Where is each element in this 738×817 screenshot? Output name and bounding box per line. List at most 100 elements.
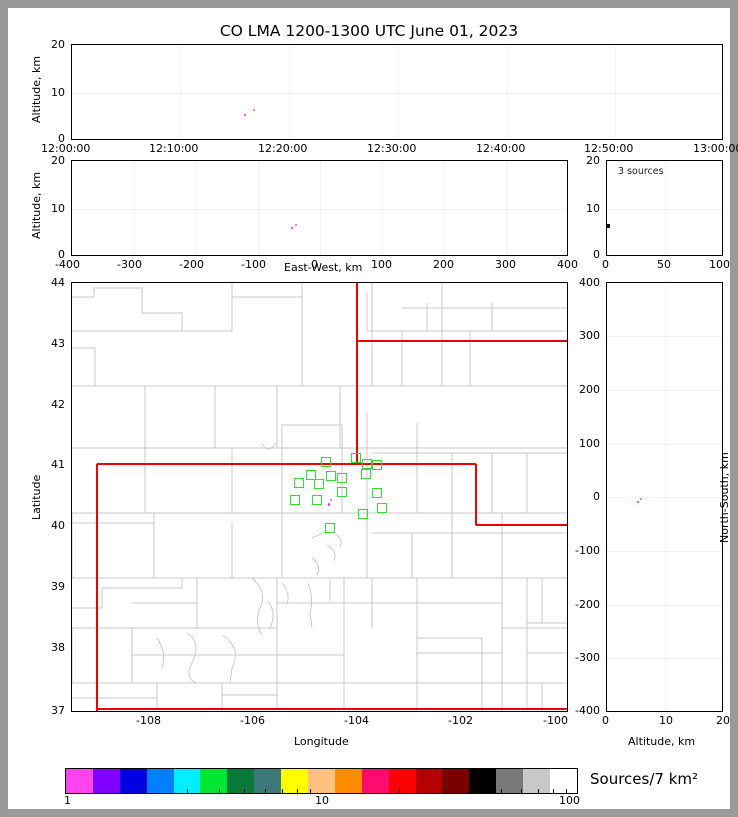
- source-point: [637, 501, 639, 503]
- xtick-altitude: 10: [659, 714, 673, 727]
- ytick-latitude: 44: [51, 276, 65, 289]
- ytick-latitude: 39: [51, 580, 65, 593]
- ytick-latitude: 37: [51, 704, 65, 717]
- colorbar-segment-1: [92, 769, 120, 793]
- ytick-latitude: 41: [51, 458, 65, 471]
- colorbar-segment-4: [173, 769, 201, 793]
- colorbar-minor-tick: [281, 789, 283, 794]
- ytick-northsouth: 400: [579, 276, 600, 289]
- xtick-histogram: 0: [602, 258, 609, 271]
- density-cell: [377, 503, 387, 513]
- ytick-time-altitude: 10: [51, 86, 65, 99]
- colorbar-segment-7: [254, 769, 282, 793]
- source-point: [640, 498, 642, 500]
- colorbar-minor-tick: [538, 789, 540, 794]
- density-cell: [314, 479, 324, 489]
- density-cell: [351, 453, 361, 463]
- colorbar-segment-12: [388, 769, 416, 793]
- ytick-northsouth: 300: [579, 329, 600, 342]
- xtick-time: 12:00:00: [41, 142, 91, 155]
- xtick-eastwest: 0: [311, 258, 318, 271]
- source-point: [330, 499, 332, 501]
- ylabel-time-altitude: Altitude, km: [30, 55, 43, 123]
- xtick-time: 12:10:00: [149, 142, 199, 155]
- colorbar[interactable]: [65, 768, 578, 794]
- colorbar-tick-mid: 10: [315, 794, 329, 807]
- xtick-eastwest: -100: [241, 258, 266, 271]
- ytick-northsouth: 200: [579, 383, 600, 396]
- colorbar-segment-18: [550, 769, 577, 793]
- colorbar-minor-tick: [264, 789, 266, 794]
- density-cell: [358, 509, 368, 519]
- xtick-longitude: -104: [344, 714, 369, 727]
- colorbar-minor-tick: [142, 789, 144, 794]
- colorbar-minor-tick: [244, 789, 246, 794]
- density-cell: [325, 523, 335, 533]
- xtick-eastwest: 400: [557, 258, 578, 271]
- ytick-eastwest-altitude: 20: [51, 154, 65, 167]
- colorbar-minor-tick: [398, 789, 400, 794]
- xtick-histogram: 50: [657, 258, 671, 271]
- colorbar-tick-max: 100: [559, 794, 580, 807]
- ytick-latitude: 40: [51, 519, 65, 532]
- ytick-eastwest-altitude: 0: [58, 248, 65, 261]
- density-cell: [294, 478, 304, 488]
- density-cell: [290, 495, 300, 505]
- panel-eastwest-altitude[interactable]: [71, 160, 568, 256]
- state-borders: [96, 283, 567, 711]
- ytick-northsouth: -100: [575, 544, 600, 557]
- page-title: CO LMA 1200-1300 UTC June 01, 2023: [219, 22, 519, 40]
- colorbar-minor-tick: [521, 789, 523, 794]
- colorbar-segment-8: [281, 769, 309, 793]
- colorbar-minor-tick: [187, 789, 189, 794]
- ylabel-latitude: Latitude: [30, 474, 43, 520]
- density-cell: [321, 457, 331, 467]
- colorbar-segment-0: [66, 769, 93, 793]
- xtick-eastwest: -400: [55, 258, 80, 271]
- ytick-eastwest-altitude: 10: [51, 202, 65, 215]
- xtick-altitude: 20: [716, 714, 730, 727]
- panel-altitude-northsouth[interactable]: [606, 282, 723, 712]
- density-cell: [306, 470, 316, 480]
- panel-time-altitude[interactable]: [71, 44, 723, 140]
- colorbar-minor-tick: [219, 789, 221, 794]
- ytick-northsouth: -300: [575, 651, 600, 664]
- ytick-histogram: 0: [593, 248, 600, 261]
- ytick-histogram: 20: [586, 154, 600, 167]
- source-point: [295, 224, 297, 226]
- xtick-longitude: -106: [240, 714, 265, 727]
- xtick-longitude: -102: [448, 714, 473, 727]
- xtick-time: 12:50:00: [584, 142, 634, 155]
- ytick-latitude: 38: [51, 641, 65, 654]
- xtick-eastwest: 100: [371, 258, 392, 271]
- xtick-eastwest: 300: [495, 258, 516, 271]
- source-point: [253, 109, 255, 111]
- colorbar-segment-6: [227, 769, 255, 793]
- colorbar-segment-2: [119, 769, 147, 793]
- xtick-time: 13:00:00: [693, 142, 738, 155]
- density-cell: [361, 469, 371, 479]
- xtick-time: 12:20:00: [258, 142, 308, 155]
- xtick-eastwest: -200: [179, 258, 204, 271]
- xlabel-longitude: Longitude: [294, 735, 349, 748]
- ytick-northsouth: -200: [575, 598, 600, 611]
- source-point: [291, 227, 293, 229]
- ytick-histogram: 10: [586, 202, 600, 215]
- map-geometry: [72, 283, 567, 711]
- colorbar-tick-min: 1: [64, 794, 71, 807]
- colorbar-minor-tick: [553, 789, 555, 794]
- source-point: [244, 114, 246, 116]
- colorbar-minor-tick: [475, 789, 477, 794]
- colorbar-minor-tick: [309, 789, 311, 794]
- ytick-latitude: 43: [51, 337, 65, 350]
- ytick-time-altitude: 0: [58, 132, 65, 145]
- ytick-northsouth: 100: [579, 437, 600, 450]
- colorbar-segment-14: [442, 769, 470, 793]
- colorbar-segment-5: [200, 769, 228, 793]
- panel-altitude-histogram[interactable]: [606, 160, 723, 256]
- colorbar-minor-tick: [443, 789, 445, 794]
- xtick-eastwest: 200: [433, 258, 454, 271]
- colorbar-segment-9: [308, 769, 335, 793]
- colorbar-segment-13: [415, 769, 443, 793]
- panel-map[interactable]: [71, 282, 568, 712]
